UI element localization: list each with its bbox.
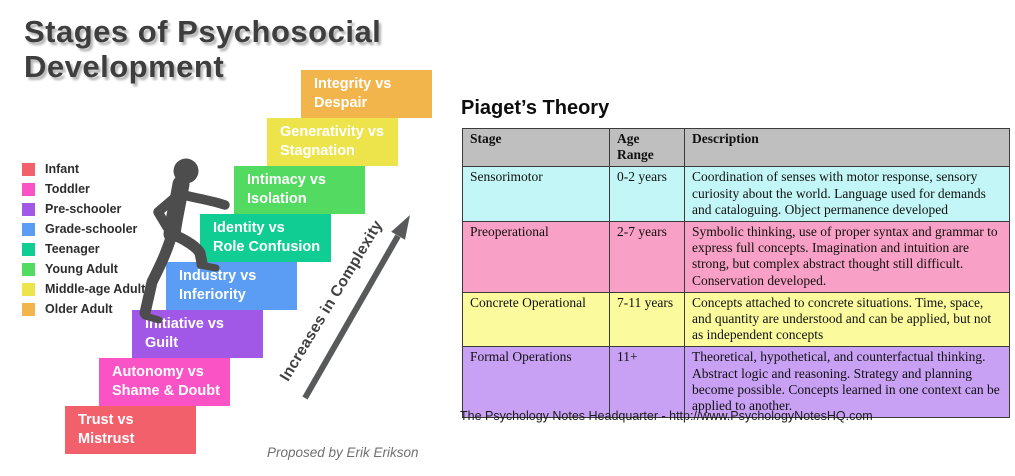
legend-swatch-icon	[22, 282, 35, 296]
legend-swatch-icon	[22, 262, 35, 276]
legend-label: Infant	[45, 162, 80, 176]
legend-label: Teenager	[45, 242, 100, 256]
step-trust-vs-mistrust: Trust vs Mistrust	[65, 406, 196, 454]
legend-item-older-adult: Older Adult	[22, 299, 145, 319]
step-intimacy-vs-isolation: Intimacy vs Isolation	[234, 166, 365, 214]
legend-item-toddler: Toddler	[22, 179, 145, 199]
legend-label: Toddler	[45, 182, 90, 196]
step-autonomy-vs-shame-doubt: Autonomy vs Shame & Doubt	[99, 358, 230, 406]
piaget-title: Piaget’s Theory	[461, 97, 610, 119]
step-integrity-vs-despair: Integrity vs Despair	[301, 70, 432, 118]
walking-person-icon	[139, 158, 230, 324]
legend-label: Young Adult	[45, 262, 118, 276]
legend-item-middle-age-adult: Middle-age Adult	[22, 279, 145, 299]
legend-label: Pre-schooler	[45, 202, 122, 216]
legend-item-grade-schooler: Grade-schooler	[22, 219, 145, 239]
legend-swatch-icon	[22, 182, 35, 196]
piaget-table-header-row: Stage Age Range Description	[462, 127, 1010, 168]
source-footer: The Psychology Notes Headquarter - http:…	[460, 409, 873, 423]
legend-swatch-icon	[22, 202, 35, 216]
column-header-stage: Stage	[462, 127, 610, 168]
legend-label: Older Adult	[45, 302, 113, 316]
legend-label: Middle-age Adult	[45, 282, 146, 296]
description-cell: Concepts attached to concrete situations…	[684, 291, 1010, 348]
legend-label: Grade-schooler	[45, 222, 138, 236]
legend-swatch-icon	[22, 162, 35, 176]
description-cell: Symbolic thinking, use of proper syntax …	[684, 221, 1010, 293]
age-range-cell: 2-7 years	[609, 221, 685, 293]
description-cell: Coordination of senses with motor respon…	[684, 166, 1010, 223]
stage-cell: Sensorimotor	[462, 166, 610, 223]
age-range-cell: 7-11 years	[609, 291, 685, 348]
column-header-description: Description	[684, 127, 1010, 168]
table-row-sensorimotor: Sensorimotor 0-2 years Coordination of sen…	[462, 166, 1010, 223]
table-row-concrete-operational: Concrete Operational 7-11 years Concepts a…	[462, 291, 1010, 348]
column-header-age-range: Age Range	[609, 127, 685, 168]
legend: Infant Toddler Pre-schooler Grade-schooler T…	[22, 159, 145, 319]
step-industry-vs-inferiority: Industry vs Inferiority	[166, 262, 297, 310]
page-title: Stages of Psychosocial Development	[24, 14, 382, 84]
step-generativity-vs-stagnation: Generativity vs Stagnation	[267, 118, 398, 166]
age-range-cell: 0-2 years	[609, 166, 685, 223]
piaget-table-body: Sensorimotor 0-2 years Coordination of sen…	[462, 166, 1010, 419]
stage-cell: Concrete Operational	[462, 291, 610, 348]
legend-swatch-icon	[22, 222, 35, 236]
description-cell: Theoretical, hypothetical, and counterfa…	[684, 346, 1010, 419]
complexity-arrow-icon	[302, 215, 410, 400]
legend-item-infant: Infant	[22, 159, 145, 179]
legend-item-teenager: Teenager	[22, 239, 145, 259]
legend-item-young-adult: Young Adult	[22, 259, 145, 279]
stage-cell: Preoperational	[462, 221, 610, 293]
table-row-preoperational: Preoperational 2-7 years Symbolic thinking…	[462, 221, 1010, 293]
legend-swatch-icon	[22, 302, 35, 316]
stage-cell: Formal Operations	[462, 346, 610, 419]
legend-swatch-icon	[22, 242, 35, 256]
caption-erikson: Proposed by Erik Erikson	[267, 445, 419, 460]
step-identity-vs-role-confusion: Identity vs Role Confusion	[200, 214, 331, 262]
piaget-table: Stage Age Range Description Sensorimotor 0-…	[462, 127, 1010, 419]
table-row-formal-operations: Formal Operations 11+ Theoretical, hypothe…	[462, 346, 1010, 419]
legend-item-pre-schooler: Pre-schooler	[22, 199, 145, 219]
age-range-cell: 11+	[609, 346, 685, 419]
